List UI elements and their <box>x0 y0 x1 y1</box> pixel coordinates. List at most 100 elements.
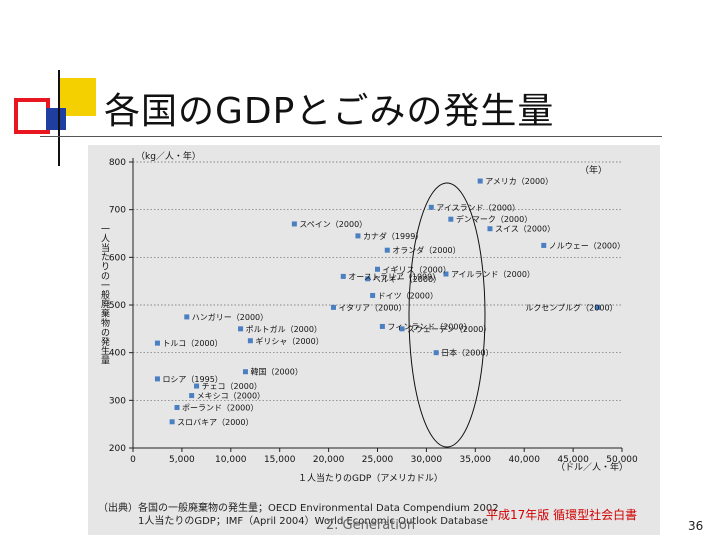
source-line-2: 1人当たりのGDP；IMF（April 2004）World Economic … <box>138 516 488 527</box>
data-point-label: ベルギー（2000） <box>373 275 441 284</box>
data-point <box>384 247 390 253</box>
source-line-1: （出典）各国の一般廃棄物の発生量；OECD Environmental Data… <box>98 503 499 514</box>
blue-square-decoration <box>46 108 66 130</box>
data-point <box>291 221 297 227</box>
data-point <box>428 204 434 210</box>
data-point <box>365 276 371 282</box>
x-tick-label: 30,000 <box>411 455 443 465</box>
data-point-label: アイルランド（2000） <box>451 270 535 279</box>
source-note: （出典）各国の一般廃棄物の発生量；OECD Environmental Data… <box>98 502 499 528</box>
y-tick-label: 600 <box>109 253 126 263</box>
y-tick-label: 200 <box>109 444 126 454</box>
data-point <box>154 376 160 382</box>
y-tick-label: 400 <box>109 349 126 359</box>
y-axis-label-char: 一 <box>101 281 110 291</box>
grid-lines <box>133 161 622 401</box>
y-axis-label-char: た <box>101 252 110 263</box>
y-axis-label-char: の <box>101 272 110 282</box>
x-tick-label: 50,000 <box>606 455 638 465</box>
page-number: 36 <box>688 519 704 533</box>
data-point <box>330 304 336 310</box>
data-point-label: カナダ（1999） <box>363 231 423 241</box>
axes <box>129 158 623 452</box>
data-point-label: ノルウェー（2000） <box>549 241 625 250</box>
data-point-label: デンマーク（2000） <box>456 214 532 224</box>
x-tick-label: 5,000 <box>169 455 195 465</box>
y-axis-label-char: 棄 <box>101 308 110 320</box>
data-point <box>370 292 376 298</box>
data-point-label: アイスランド（2000） <box>436 203 520 212</box>
tick-labels: 200 300 400 500 600 700 800 0 5,000 10,000 15,000 2… <box>109 158 638 465</box>
x-tick-label: 40,000 <box>508 455 540 465</box>
y-axis-label-char: 般 <box>101 289 110 301</box>
data-point <box>541 242 547 248</box>
data-point-label: ルクセンブルグ（2000） <box>525 302 617 312</box>
data-point-label: スウェーデン（2000） <box>407 324 491 334</box>
x-tick-label: 45,000 <box>557 455 589 465</box>
data-point <box>242 369 248 375</box>
data-points <box>154 178 601 425</box>
data-point-label: アメリカ（2000） <box>485 177 553 186</box>
x-tick-label: 20,000 <box>313 455 345 465</box>
slide-title: 各国のGDPとごみの発生量 <box>104 91 555 132</box>
data-point <box>487 226 493 232</box>
x-unit-label: （ドル／人・年） <box>556 461 628 473</box>
data-point <box>433 350 439 356</box>
x-tick-label: 25,000 <box>362 455 394 465</box>
vertical-rule <box>58 70 60 166</box>
data-point <box>379 323 385 329</box>
data-point <box>238 326 244 332</box>
corner-year-label: （年） <box>580 164 607 176</box>
y-tick-label: 500 <box>109 301 126 311</box>
y-axis-label-char: の <box>101 328 110 338</box>
data-point-label: トルコ（2000） <box>162 339 222 348</box>
y-axis-label-char: 生 <box>101 345 110 357</box>
y-tick-label: 800 <box>109 158 126 168</box>
data-point-label: ロシア（1995） <box>162 375 222 384</box>
watermark-text: 2. Generation <box>326 518 416 533</box>
x-tick-label: 0 <box>130 455 136 465</box>
data-point <box>340 273 346 279</box>
y-tick-label: 300 <box>109 396 126 406</box>
x-tick-label: 15,000 <box>264 455 296 465</box>
data-point-label: 韓国（2000） <box>250 367 302 377</box>
point-labels: アメリカ（2000） アイスランド（2000） デンマーク（2000）スイス（200… <box>162 177 625 427</box>
y-tick-label: 700 <box>109 206 126 216</box>
y-axis-label-char: 量 <box>101 356 110 367</box>
y-axis-label: 一人当たりの一般廃棄物の発生量 <box>101 225 110 367</box>
data-point <box>169 419 175 425</box>
data-point <box>375 266 380 272</box>
y-axis-label-char: り <box>101 262 110 273</box>
x-tick-label: 35,000 <box>460 455 492 465</box>
data-point-label: 日本（2000） <box>441 348 493 358</box>
y-axis-label-char: 一 <box>101 225 110 235</box>
data-point <box>174 404 180 410</box>
data-point-label: ギリシャ（2000） <box>255 337 323 346</box>
data-point <box>595 304 601 310</box>
data-point-label: イタリア（2000） <box>338 303 406 312</box>
x-axis-label: １人当たりのGDP（アメリカドル） <box>298 472 443 484</box>
yellow-square-decoration <box>60 78 96 116</box>
data-point-label: スロバキア（2000） <box>177 418 253 427</box>
data-point-label: フィンランド（2000） <box>387 322 471 331</box>
data-point-label: スペイン（2000） <box>299 220 367 229</box>
y-axis-label-char: 人 <box>101 233 110 244</box>
horizontal-rule <box>40 136 662 137</box>
y-unit-label: （kg／人・年） <box>136 150 201 162</box>
data-point-label: ポーランド（2000） <box>182 403 258 412</box>
data-point <box>154 340 160 346</box>
data-point <box>448 216 454 222</box>
data-point <box>443 271 449 277</box>
data-point <box>247 338 253 344</box>
data-point <box>399 326 405 332</box>
data-point-label: オーストラリア（1999） <box>348 272 440 281</box>
data-point <box>194 383 200 389</box>
x-tick-label: 10,000 <box>215 455 247 465</box>
data-point-label: ドイツ（2000） <box>378 291 438 300</box>
data-point-label: スイス（2000） <box>495 225 555 234</box>
y-axis-label-char: 発 <box>101 336 110 348</box>
data-point-label: ポルトガル（2000） <box>246 324 322 334</box>
data-point-label: イギリス（2000） <box>383 265 451 274</box>
highlight-ellipse <box>408 182 486 448</box>
data-point-label: チェコ（2000） <box>202 382 262 391</box>
